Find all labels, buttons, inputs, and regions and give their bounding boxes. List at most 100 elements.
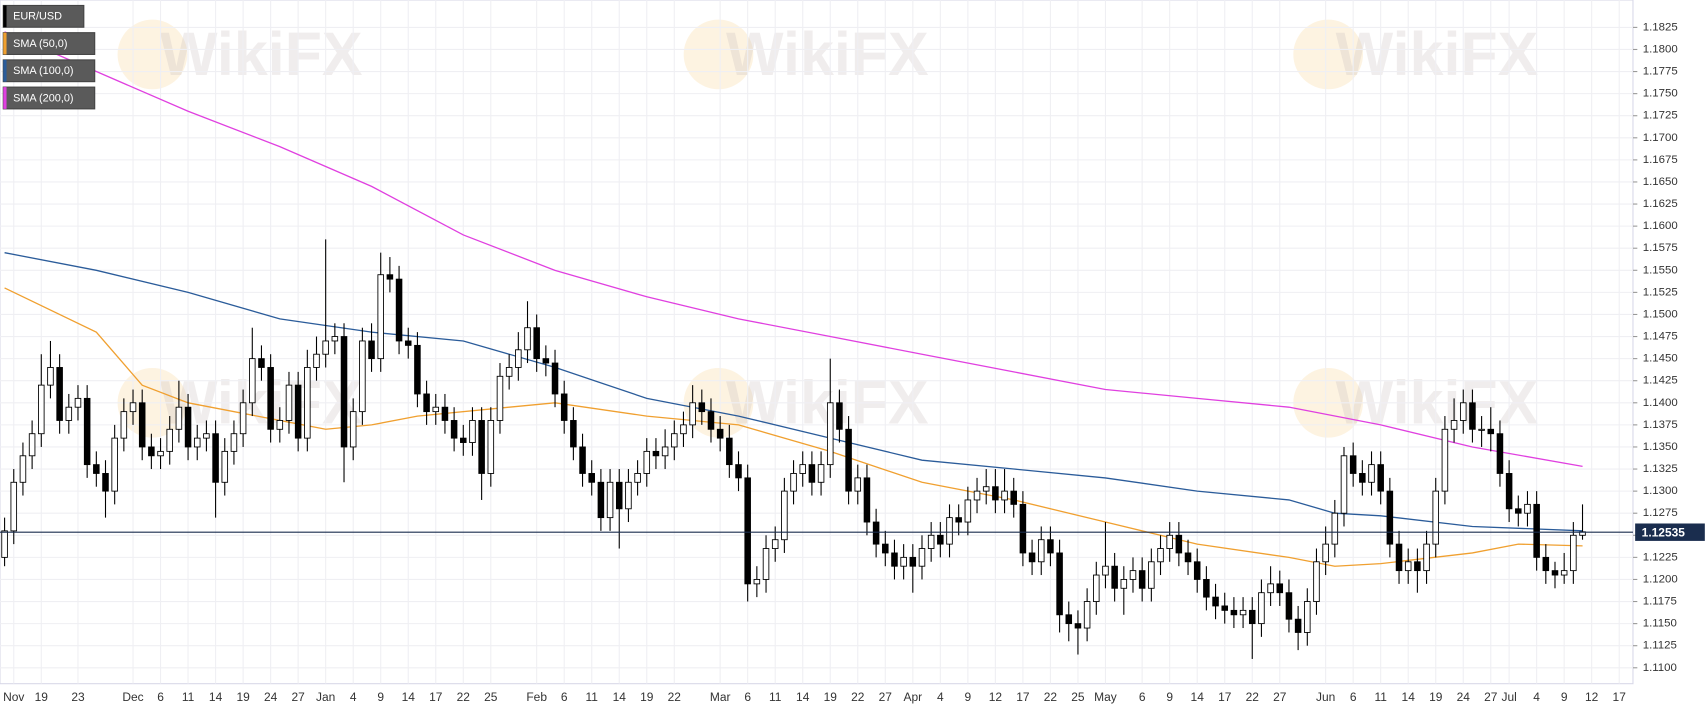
candle-body xyxy=(414,344,421,395)
x-tick-label: 14 xyxy=(1191,690,1205,704)
candle-body xyxy=(1533,503,1540,558)
candle-body xyxy=(560,393,568,421)
candle-body xyxy=(753,579,761,585)
candle-body xyxy=(1331,512,1339,545)
x-tick-label: 9 xyxy=(377,690,384,704)
candle-body xyxy=(1423,543,1430,572)
candle-body xyxy=(166,428,173,452)
candle-body xyxy=(1037,539,1045,563)
candle-body xyxy=(634,473,641,483)
candle-body xyxy=(918,548,926,567)
candle-body xyxy=(872,521,880,545)
x-tick-label: 9 xyxy=(1561,690,1568,704)
candle-body xyxy=(826,402,834,466)
candle-body xyxy=(450,420,458,439)
x-tick-label: 22 xyxy=(457,690,471,704)
candle-body xyxy=(1304,601,1311,633)
candle-body xyxy=(1,530,8,558)
candle-body xyxy=(1505,473,1513,510)
candle-body xyxy=(138,402,146,448)
candle-body xyxy=(1120,579,1128,589)
candle-body xyxy=(689,402,696,426)
x-tick-label: 9 xyxy=(965,690,972,704)
candle-body xyxy=(597,481,605,519)
y-tick-label: 1.1650 xyxy=(1643,176,1678,188)
x-tick-label: 19 xyxy=(640,690,654,704)
candle-body xyxy=(1368,464,1375,483)
candle-body xyxy=(533,327,540,360)
candle-body xyxy=(212,433,219,483)
legend-swatch xyxy=(3,87,7,109)
candle-body xyxy=(1148,561,1155,589)
candle-body xyxy=(762,548,770,580)
candle-body xyxy=(790,473,797,492)
y-tick-label: 1.1750 xyxy=(1643,88,1678,100)
candle-body xyxy=(1524,503,1531,514)
y-tick-label: 1.1100 xyxy=(1643,662,1677,674)
x-tick-label: 22 xyxy=(1044,690,1058,704)
candle-body xyxy=(340,336,348,448)
legend-label: EUR/USD xyxy=(13,11,62,23)
current-price-box xyxy=(1635,523,1705,541)
candle-body xyxy=(661,446,669,457)
x-tick-label: Mar xyxy=(710,690,731,704)
candle-body xyxy=(1001,490,1008,501)
candle-body xyxy=(1570,534,1577,572)
candle-body xyxy=(441,406,449,421)
candle-body xyxy=(1542,556,1550,572)
candle-body xyxy=(258,358,265,368)
candle-body xyxy=(1551,570,1559,576)
candle-body xyxy=(19,455,27,483)
candle-body xyxy=(1515,508,1522,514)
legend-label: SMA (100,0) xyxy=(13,65,73,77)
candle-body xyxy=(845,428,852,492)
candle-body xyxy=(129,402,137,413)
x-tick-label: 27 xyxy=(879,690,893,704)
x-tick-label: 19 xyxy=(35,690,49,704)
candle-body xyxy=(239,402,247,435)
candle-body xyxy=(1285,592,1293,620)
candle-body xyxy=(404,340,412,346)
candle-body xyxy=(1294,618,1302,633)
y-tick-label: 1.1825 xyxy=(1643,21,1678,33)
x-tick-label: Jul xyxy=(1501,690,1516,704)
y-tick-label: 1.1575 xyxy=(1643,242,1678,254)
x-tick-label: 14 xyxy=(613,690,627,704)
candle-body xyxy=(47,367,54,386)
candle-body xyxy=(203,433,210,439)
candle-body xyxy=(964,499,972,523)
candle-body xyxy=(1175,534,1183,554)
candle-body xyxy=(359,340,366,413)
candle-body xyxy=(1028,552,1036,563)
candle-body xyxy=(10,481,18,532)
candle-body xyxy=(891,552,898,567)
y-tick-label: 1.1200 xyxy=(1643,573,1678,585)
candle-body xyxy=(606,481,614,519)
candle-body xyxy=(313,353,320,368)
candle-body xyxy=(1093,574,1100,602)
y-tick-label: 1.1525 xyxy=(1643,286,1678,298)
candle-body xyxy=(267,367,274,430)
candle-body xyxy=(1166,534,1173,549)
candle-body xyxy=(304,367,311,439)
x-tick-label: 25 xyxy=(484,690,498,704)
candle-body xyxy=(349,411,357,448)
candle-body xyxy=(955,517,962,523)
legend-label: SMA (200,0) xyxy=(13,92,73,104)
x-tick-label: 17 xyxy=(1218,690,1232,704)
candle-body xyxy=(1019,503,1027,554)
y-tick-label: 1.1325 xyxy=(1643,463,1678,475)
candle-body xyxy=(799,464,806,474)
x-tick-label: May xyxy=(1094,690,1117,704)
x-tick-label: 14 xyxy=(209,690,223,704)
candle-body xyxy=(542,358,550,364)
y-tick-label: 1.1475 xyxy=(1643,331,1678,343)
candle-body xyxy=(726,437,733,466)
y-tick-label: 1.1425 xyxy=(1643,375,1678,387)
candle-body xyxy=(1414,561,1421,572)
candle-body xyxy=(423,393,430,413)
x-tick-label: 12 xyxy=(1585,690,1599,704)
candle-body xyxy=(1441,428,1449,492)
candle-body xyxy=(982,486,990,492)
candle-body xyxy=(193,437,201,448)
